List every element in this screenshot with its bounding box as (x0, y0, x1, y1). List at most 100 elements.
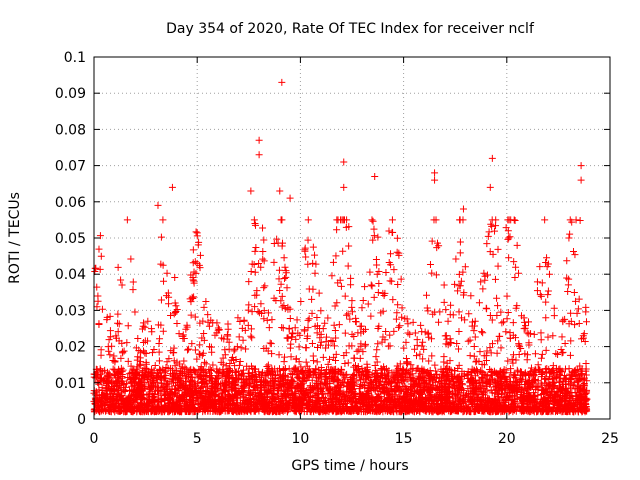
data-point (313, 358, 321, 366)
data-point (198, 383, 206, 391)
data-point (179, 331, 187, 339)
data-point (250, 383, 258, 391)
data-point (569, 248, 577, 256)
data-point (278, 323, 286, 331)
data-point (582, 318, 590, 326)
data-point (281, 305, 289, 313)
data-point (204, 311, 212, 319)
data-point (491, 275, 499, 283)
data-point (291, 324, 299, 332)
data-point (263, 316, 271, 324)
data-point (497, 344, 505, 352)
data-point (387, 250, 395, 258)
data-point (546, 373, 554, 381)
data-point (244, 369, 252, 377)
data-point (259, 247, 267, 255)
data-point (431, 361, 439, 369)
data-point (576, 217, 584, 225)
data-point (361, 283, 369, 291)
data-point (425, 333, 433, 341)
data-point (123, 216, 131, 224)
data-point (150, 345, 158, 353)
data-point (525, 404, 533, 412)
data-point (157, 321, 165, 329)
data-point (159, 216, 167, 224)
data-point (136, 407, 144, 415)
data-point (457, 385, 465, 393)
data-point (124, 357, 132, 365)
data-point (393, 248, 401, 256)
data-point (264, 371, 272, 379)
data-point (308, 295, 316, 303)
data-point (189, 273, 197, 281)
data-point (544, 287, 552, 295)
data-point (96, 265, 104, 273)
data-point (527, 330, 535, 338)
data-point (275, 387, 283, 395)
data-point (344, 359, 352, 367)
data-point (100, 391, 108, 399)
data-point (419, 338, 427, 346)
data-point (292, 335, 300, 343)
data-point (387, 397, 395, 405)
data-point (571, 321, 579, 329)
data-point (388, 228, 396, 236)
data-point (525, 371, 533, 379)
data-point (287, 370, 295, 378)
data-point (114, 328, 122, 336)
data-point (97, 351, 105, 359)
data-point (329, 394, 337, 402)
data-point (313, 373, 321, 381)
data-point (286, 382, 294, 390)
data-point (120, 347, 128, 355)
data-point (264, 361, 272, 369)
data-point (581, 338, 589, 346)
data-point (565, 320, 573, 328)
data-point (396, 322, 404, 330)
data-point (277, 280, 285, 288)
data-point (250, 216, 258, 224)
data-point (345, 242, 353, 250)
data-point (144, 317, 152, 325)
data-point (252, 244, 260, 252)
data-point (257, 300, 265, 308)
data-point (305, 315, 313, 323)
data-point (396, 395, 404, 403)
data-point (297, 363, 305, 371)
data-point (214, 324, 222, 332)
data-point (277, 297, 285, 305)
data-point (404, 320, 412, 328)
data-point (297, 397, 305, 405)
data-point (470, 343, 478, 351)
data-point (129, 278, 137, 286)
data-point (404, 329, 412, 337)
data-point (418, 342, 426, 350)
data-point (291, 384, 299, 392)
data-point (120, 381, 128, 389)
data-point (512, 304, 520, 312)
data-point (110, 352, 118, 360)
data-point (169, 348, 177, 356)
data-point (373, 358, 381, 366)
data-point (193, 355, 201, 363)
data-point (396, 360, 404, 368)
data-point (199, 349, 207, 357)
data-point (297, 297, 305, 305)
data-point (279, 324, 287, 332)
data-point (354, 329, 362, 337)
data-point (157, 233, 165, 241)
data-point (190, 277, 198, 285)
data-point (503, 292, 511, 300)
data-point (259, 224, 267, 232)
data-point (354, 362, 362, 370)
data-point (520, 318, 528, 326)
data-point (389, 296, 397, 304)
data-point (384, 342, 392, 350)
data-point (277, 216, 285, 224)
data-point (513, 366, 521, 374)
data-point (406, 330, 414, 338)
data-point (191, 258, 199, 266)
data-point (103, 316, 111, 324)
data-point (162, 364, 170, 372)
